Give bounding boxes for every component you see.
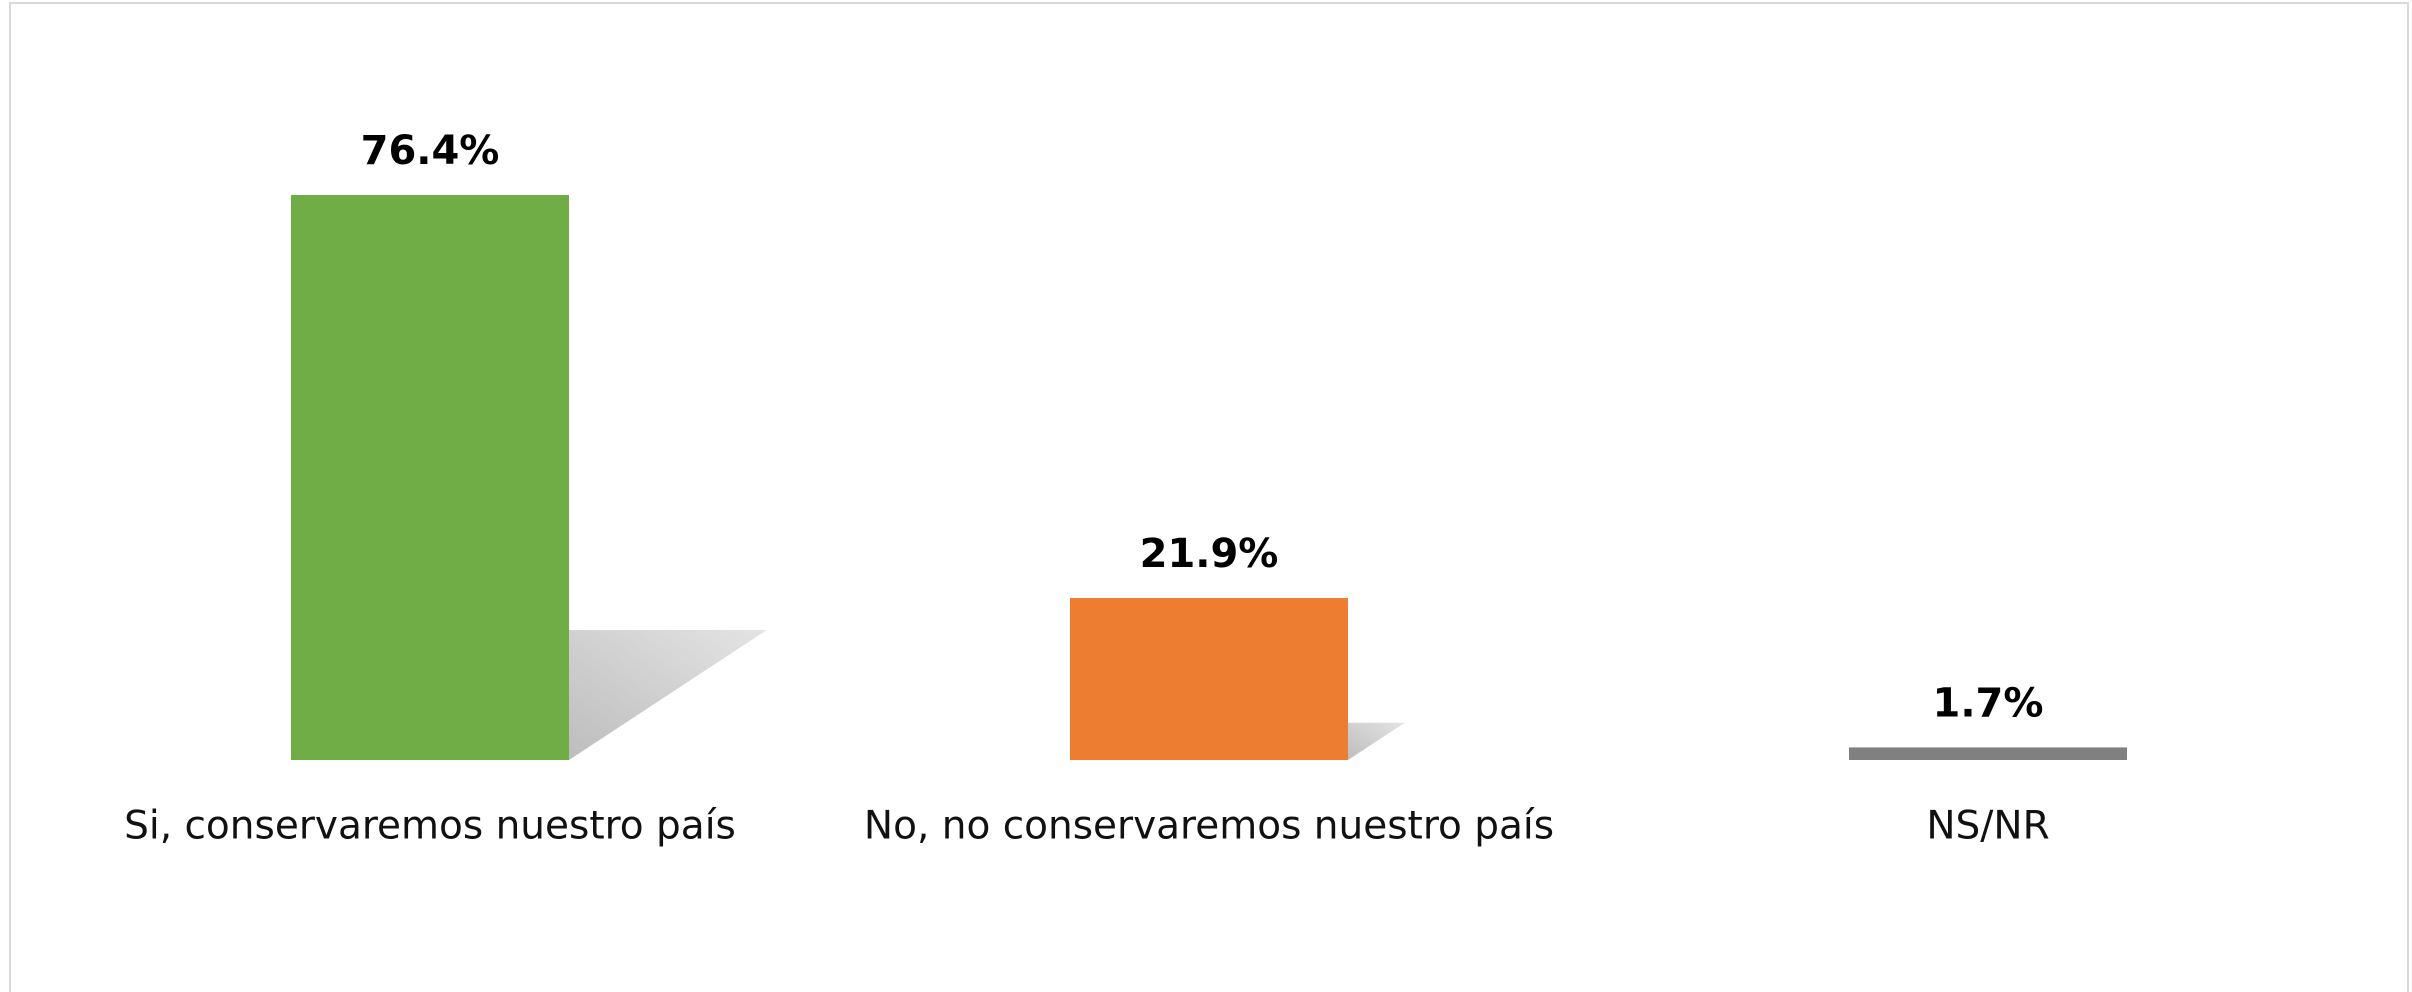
bar-shadow [569, 630, 767, 760]
bar [1849, 747, 2127, 760]
category-label: No, no conservaremos nuestro país [864, 804, 1554, 849]
bar [291, 195, 569, 760]
value-label: 21.9% [1140, 531, 1279, 577]
bar-shadow [1348, 722, 1405, 760]
value-label: 76.4% [361, 128, 500, 174]
category-label: Si, conservaremos nuestro país [124, 804, 736, 849]
category-label: NS/NR [1926, 804, 2049, 849]
value-label: 1.7% [1933, 680, 2044, 726]
frame [9, 2, 2409, 992]
bar [1070, 598, 1348, 760]
